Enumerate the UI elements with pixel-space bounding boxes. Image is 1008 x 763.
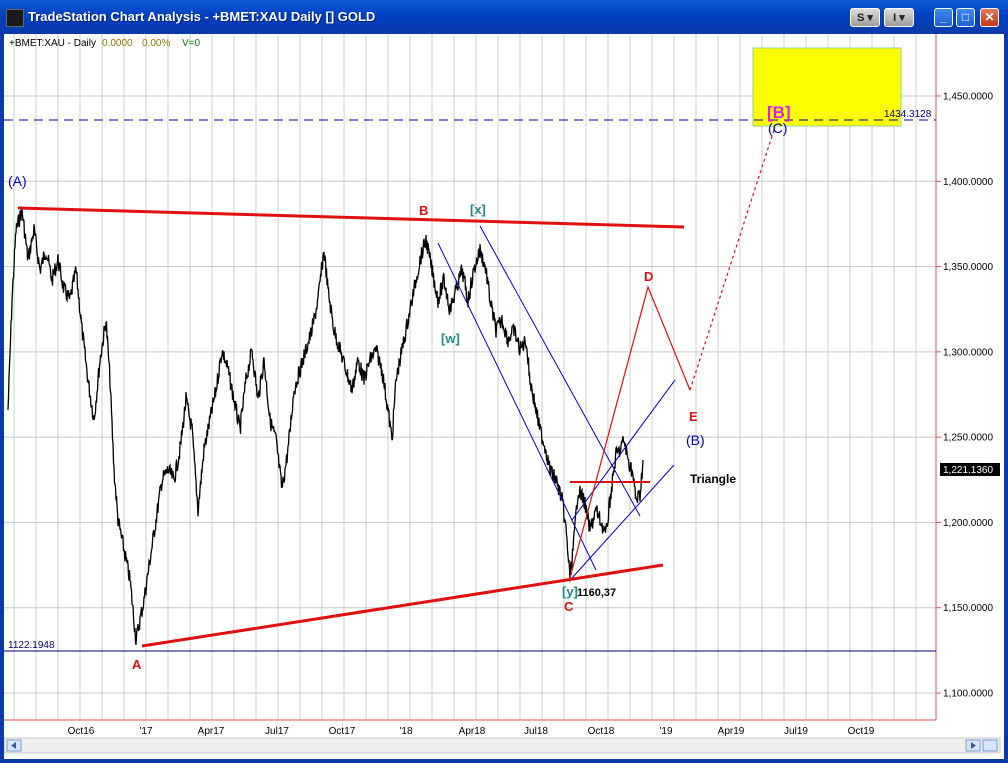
title-bar[interactable]: TradeStation Chart Analysis - +BMET:XAU … bbox=[0, 0, 1008, 34]
maximize-button[interactable]: □ bbox=[956, 8, 975, 27]
price-axis-area bbox=[936, 34, 1004, 734]
wave-label-x: [x] bbox=[470, 202, 486, 217]
app-icon bbox=[6, 9, 24, 27]
triangle-upper-line bbox=[571, 379, 676, 521]
dashed-level-label: 1434.3128 bbox=[884, 109, 932, 120]
x-tick-label: Oct18 bbox=[588, 726, 615, 737]
target-box bbox=[752, 47, 902, 127]
y-tick-label: 1,250.0000 bbox=[943, 433, 993, 444]
wave-label-B-big: (B) bbox=[686, 432, 705, 448]
x-tick-label: '17 bbox=[139, 726, 152, 737]
wave-label-A: A bbox=[132, 657, 142, 672]
upper-trendline bbox=[17, 206, 685, 229]
last-price-tag bbox=[940, 463, 1000, 476]
x-axis: Oct16 '17 Apr17 Jul17 Oct17 '18 Apr18 Jul18 Oct1… bbox=[68, 726, 875, 737]
i-menu-button[interactable]: I ▾ bbox=[884, 8, 914, 27]
lower-trendline bbox=[141, 563, 664, 648]
s-menu-button[interactable]: S ▾ bbox=[850, 8, 880, 27]
wave-label-w: [w] bbox=[441, 331, 460, 346]
wave-label-D: D bbox=[644, 269, 653, 284]
y-tick-label: 1,200.0000 bbox=[943, 518, 993, 529]
volume-label: V=0 bbox=[182, 38, 201, 49]
wave-label-C-big: (C) bbox=[768, 120, 787, 136]
x-tick-label: Jul19 bbox=[784, 726, 808, 737]
x-tick-label: Oct16 bbox=[68, 726, 95, 737]
wave-label-B: B bbox=[419, 203, 428, 218]
chart-svg: 1,450.0000 1,400.0000 1,350.0000 1,300.0000… bbox=[4, 34, 1004, 754]
wave-label-A-big: (A) bbox=[8, 173, 27, 189]
x-tick-label: Oct17 bbox=[329, 726, 356, 737]
scroll-right-icon bbox=[971, 742, 976, 749]
x-tick-label: Apr17 bbox=[198, 726, 225, 737]
chart-area[interactable]: 1,450.0000 1,400.0000 1,350.0000 1,300.0000… bbox=[4, 34, 1004, 759]
minimize-button[interactable]: _ bbox=[934, 8, 953, 27]
value-label: 0.0000 bbox=[102, 38, 133, 49]
close-button[interactable]: ✕ bbox=[980, 8, 999, 27]
y-axis: 1,450.0000 1,400.0000 1,350.0000 1,300.0000… bbox=[936, 92, 993, 700]
triangle-lower-line bbox=[571, 464, 675, 579]
y-tick-label: 1,100.0000 bbox=[943, 689, 993, 700]
x-tick-label: '19 bbox=[659, 726, 672, 737]
x-tick-label: Apr19 bbox=[718, 726, 745, 737]
scroll-left-icon bbox=[11, 742, 16, 749]
wave-label-C: C bbox=[564, 599, 574, 614]
window-title: TradeStation Chart Analysis - +BMET:XAU … bbox=[28, 9, 376, 24]
y-tick-label: 1,150.0000 bbox=[943, 603, 993, 614]
wave-label-y: [y] bbox=[562, 584, 578, 599]
scroll-end-button[interactable] bbox=[982, 739, 998, 752]
x-tick-label: '18 bbox=[399, 726, 412, 737]
y-tick-label: 1,400.0000 bbox=[943, 177, 993, 188]
y-tick-label: 1,350.0000 bbox=[943, 262, 993, 273]
channel-lower bbox=[437, 242, 597, 571]
price-series bbox=[7, 206, 644, 645]
x-tick-label: Apr18 bbox=[459, 726, 486, 737]
horizontal-scrollbar[interactable] bbox=[4, 737, 1001, 754]
plot-background bbox=[4, 34, 936, 720]
symbol-label: +BMET:XAU - Daily bbox=[9, 38, 96, 49]
channel-upper bbox=[479, 225, 641, 517]
projection-dotted bbox=[689, 126, 776, 391]
last-price-value: 1,221.1360 bbox=[943, 465, 993, 476]
triangle-label: Triangle bbox=[690, 472, 736, 486]
wave-label-B-bracket: [B] bbox=[767, 103, 791, 122]
x-tick-label: Jul17 bbox=[265, 726, 289, 737]
y-tick-label: 1,450.0000 bbox=[943, 92, 993, 103]
wave-label-E: E bbox=[689, 409, 698, 424]
projection-path bbox=[569, 285, 691, 579]
support-level-label: 1122.1948 bbox=[8, 640, 55, 651]
y-tick-label: 1,300.0000 bbox=[943, 347, 993, 358]
change-label: 0.00% bbox=[142, 38, 170, 49]
low-value-label: 1160,37 bbox=[577, 587, 616, 599]
x-tick-label: Oct19 bbox=[848, 726, 875, 737]
x-tick-label: Jul18 bbox=[524, 726, 548, 737]
